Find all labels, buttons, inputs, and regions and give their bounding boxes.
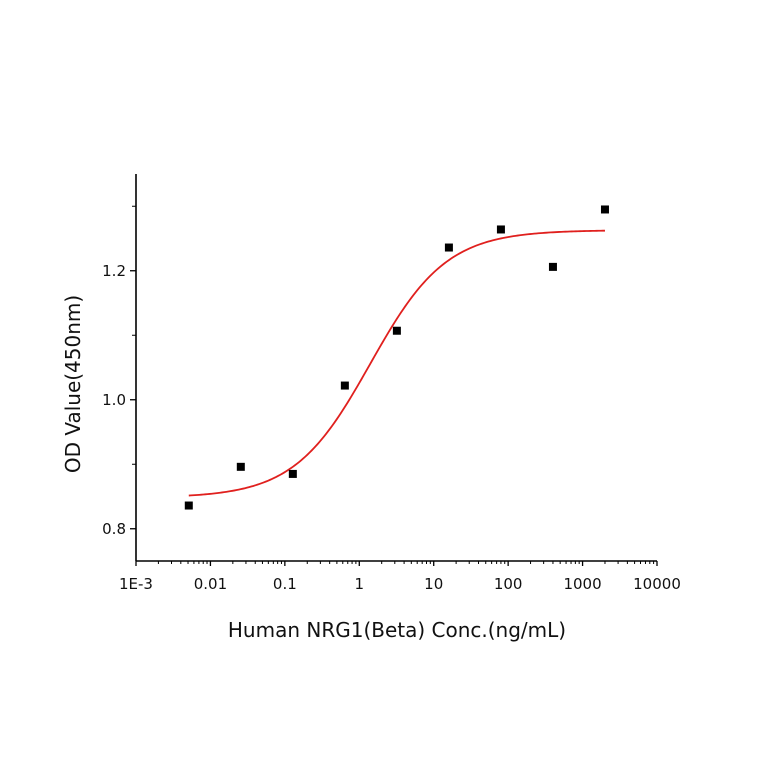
y-tick-label: 1.0 [102, 391, 126, 409]
x-tick-label: 0.01 [194, 575, 227, 593]
x-tick-label: 100 [494, 575, 523, 593]
x-tick-label: 10 [424, 575, 443, 593]
axes: 1E-3 0.01 0.1 1 10 100 1000 10000 0.8 1.0 1.2 [102, 174, 681, 593]
y-axis-title: OD Value(450nm) [61, 295, 85, 473]
data-point [392, 326, 401, 335]
fit-line [188, 229, 605, 497]
x-tick-label: 1E-3 [119, 575, 153, 593]
x-tick-label: 0.1 [273, 575, 297, 593]
data-point [496, 225, 505, 234]
y-tick-label: 0.8 [102, 520, 126, 538]
data-points [184, 205, 609, 510]
fit-curve [188, 229, 605, 497]
data-point [184, 501, 193, 510]
data-point [236, 462, 245, 471]
x-tick-label: 1000 [563, 575, 601, 593]
x-axis-title: Human NRG1(Beta) Conc.(ng/mL) [228, 618, 566, 642]
data-point [548, 262, 557, 271]
y-tick-label: 1.2 [102, 262, 126, 280]
data-point [340, 381, 349, 390]
x-tick-label: 1 [355, 575, 365, 593]
x-tick-label: 10000 [633, 575, 681, 593]
data-point [600, 205, 609, 214]
data-point [444, 243, 453, 252]
data-point [288, 469, 297, 478]
